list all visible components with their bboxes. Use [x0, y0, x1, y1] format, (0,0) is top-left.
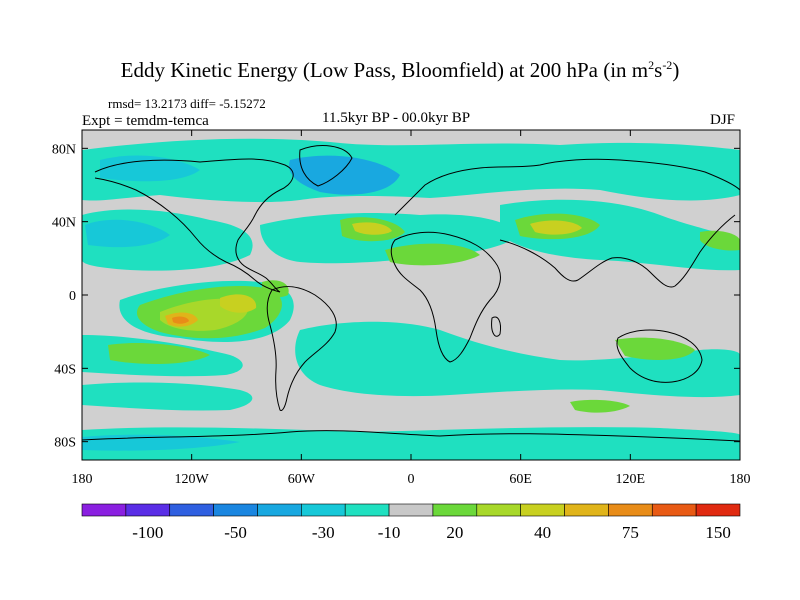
field-region — [615, 337, 695, 360]
colorbar-swatch — [344, 503, 390, 517]
colorbar-swatch — [476, 503, 521, 517]
field-region — [82, 382, 253, 411]
latitude-axis: 80N 40N 0 40S 80S — [52, 142, 740, 451]
lon-tick-label: 60E — [509, 472, 532, 487]
lon-tick-label: 180 — [72, 472, 93, 487]
colorbar-label: 40 — [534, 523, 551, 542]
field-region — [108, 343, 210, 365]
colorbar-label: 150 — [705, 523, 731, 542]
field-region — [172, 316, 189, 324]
coastline-australia — [616, 329, 703, 383]
coastline-south-america — [266, 286, 337, 411]
lon-tick-label: 60W — [288, 472, 316, 487]
colorbar-label: 75 — [622, 523, 639, 542]
field-region — [82, 427, 740, 460]
map-title: Eddy Kinetic Energy (Low Pass, Bloomfiel… — [120, 58, 680, 82]
colorbar-swatch — [651, 503, 697, 517]
field-region — [530, 220, 582, 235]
field-region — [385, 243, 480, 266]
field-region — [100, 155, 200, 182]
field-region — [85, 219, 170, 248]
coastline-africa — [390, 231, 501, 363]
coastline-madagascar — [491, 316, 501, 337]
lat-tick-label: 80S — [54, 436, 76, 451]
colorbar-swatch — [125, 503, 171, 517]
colorbar-swatch — [169, 503, 214, 517]
colorbar-label: -30 — [312, 523, 335, 542]
stats-label: rmsd= 13.2173 diff= -5.15272 — [108, 96, 266, 111]
colorbar-swatch — [388, 503, 434, 517]
field-region — [352, 222, 392, 235]
colorbar-label: -100 — [132, 523, 163, 542]
colorbar-swatch — [257, 503, 302, 517]
experiment-label: Expt = temdm-temca — [82, 113, 209, 129]
season-label: DJF — [710, 112, 736, 128]
colorbar-swatch — [81, 503, 127, 517]
lat-tick-label: 40N — [52, 216, 76, 231]
colorbar-swatch — [301, 503, 346, 517]
lon-tick-label: 120W — [175, 472, 210, 487]
colorbar-label: -10 — [378, 523, 401, 542]
lon-tick-label: 120E — [616, 472, 646, 487]
colorbar-swatch — [213, 503, 258, 517]
coastline-asia-south — [499, 214, 736, 288]
field-region — [570, 399, 630, 413]
period-label: 11.5kyr BP - 00.0kyr BP — [322, 110, 471, 126]
colorbar-swatch — [695, 503, 741, 517]
lat-tick-label: 40S — [54, 362, 76, 377]
colorbar-swatch — [608, 503, 653, 517]
coastline-north-america — [94, 158, 294, 293]
coastline-greenland — [299, 145, 353, 187]
field-shading — [82, 138, 740, 460]
coastlines — [82, 145, 740, 442]
lat-tick-label: 80N — [52, 142, 76, 157]
longitude-axis: 180 120W 60W 0 60E 120E 180 — [72, 130, 751, 487]
field-region — [220, 294, 257, 313]
colorbar-swatch — [564, 503, 609, 517]
lat-tick-label: 0 — [69, 289, 76, 304]
colorbar-label: -50 — [224, 523, 247, 542]
coastline-europe — [394, 158, 740, 216]
coastline-antarctica — [82, 430, 740, 442]
colorbar-label: 20 — [446, 523, 463, 542]
field-region — [295, 321, 740, 398]
colorbar-swatch — [432, 503, 478, 517]
lon-tick-label: 180 — [730, 472, 751, 487]
field-region — [700, 230, 740, 251]
colorbar-swatch — [520, 503, 565, 517]
lon-tick-label: 0 — [408, 472, 415, 487]
colorbar: -100 -50 -30 -10 20 40 75 150 — [81, 503, 741, 542]
field-region — [82, 138, 740, 203]
